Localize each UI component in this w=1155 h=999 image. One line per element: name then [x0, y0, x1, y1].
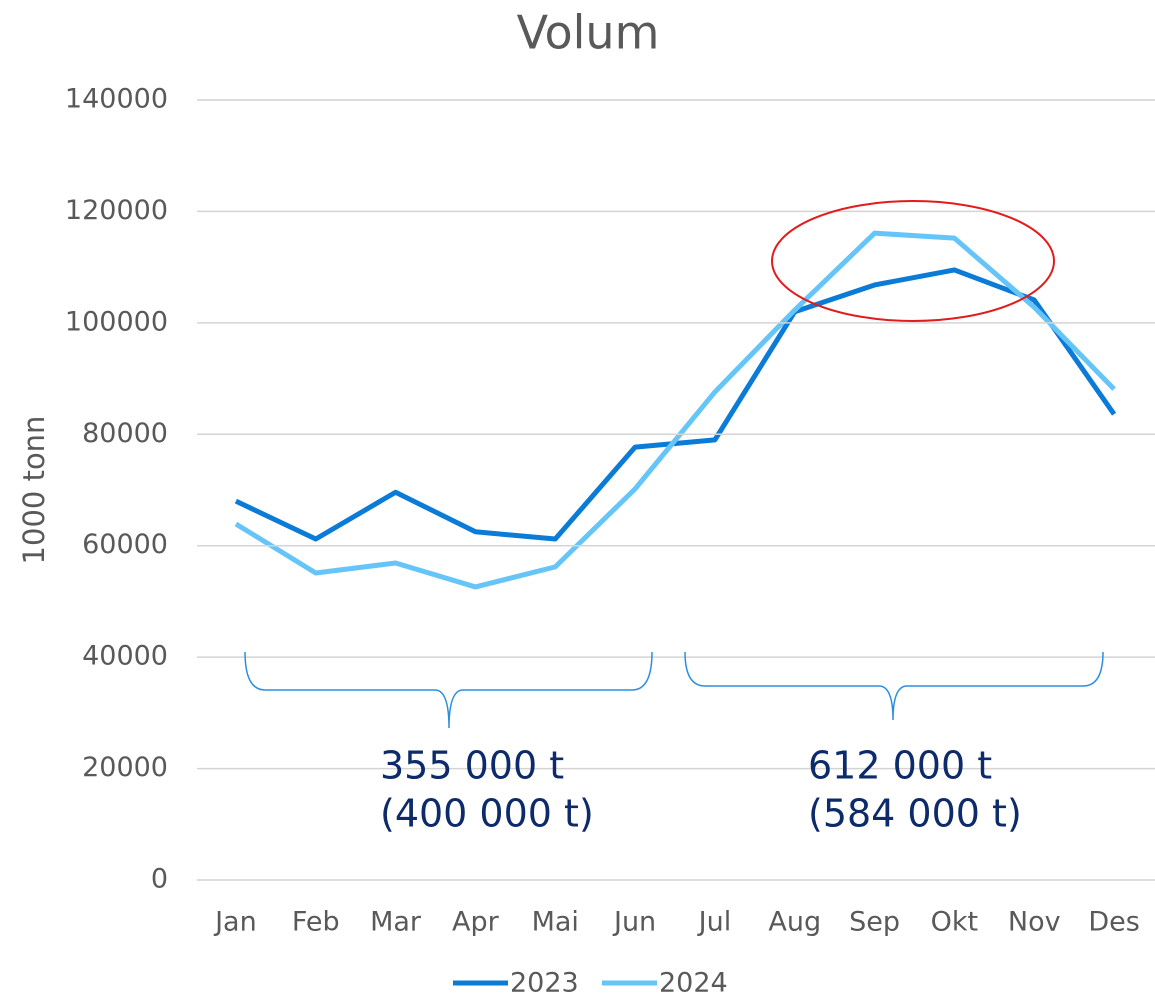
x-tick-label: Feb	[292, 907, 340, 938]
x-tick-label: Mai	[532, 907, 579, 938]
y-tick-label: 20000	[82, 752, 168, 783]
series-line	[234, 230, 1116, 590]
x-tick-label: Okt	[931, 907, 978, 938]
y-axis-label: 1000 tonn	[17, 416, 51, 565]
x-tick-label: Des	[1088, 907, 1139, 938]
x-tick-label: Sep	[849, 907, 900, 938]
x-tick-label: Jan	[213, 907, 257, 938]
annotation: (584 000 t)	[808, 792, 1022, 836]
annotation: 355 000 t	[380, 744, 564, 788]
y-tick-label: 140000	[65, 84, 168, 115]
annotation: 612 000 t	[808, 744, 992, 788]
legend-label: 2023	[510, 968, 579, 999]
legend-label: 2024	[659, 968, 728, 999]
y-tick-label: 100000	[65, 306, 168, 337]
x-tick-label: Apr	[452, 907, 500, 938]
y-tick-label: 40000	[82, 641, 168, 672]
x-tick-label: Mar	[370, 907, 422, 938]
brace	[684, 651, 1104, 721]
chart-title: Volum	[517, 6, 660, 60]
y-tick-label: 80000	[82, 418, 168, 449]
series-line	[234, 267, 1117, 542]
highlight-ellipse	[771, 200, 1055, 322]
y-tick-label: 120000	[65, 195, 168, 226]
annotation: (400 000 t)	[380, 792, 594, 836]
brace	[244, 651, 653, 729]
y-tick-label: 60000	[82, 529, 168, 560]
x-tick-label: Jun	[612, 907, 656, 938]
x-tick-label: Nov	[1008, 907, 1061, 938]
x-tick-label: Jul	[697, 907, 732, 938]
x-tick-label: Aug	[768, 907, 821, 938]
y-tick-label: 0	[151, 864, 168, 895]
